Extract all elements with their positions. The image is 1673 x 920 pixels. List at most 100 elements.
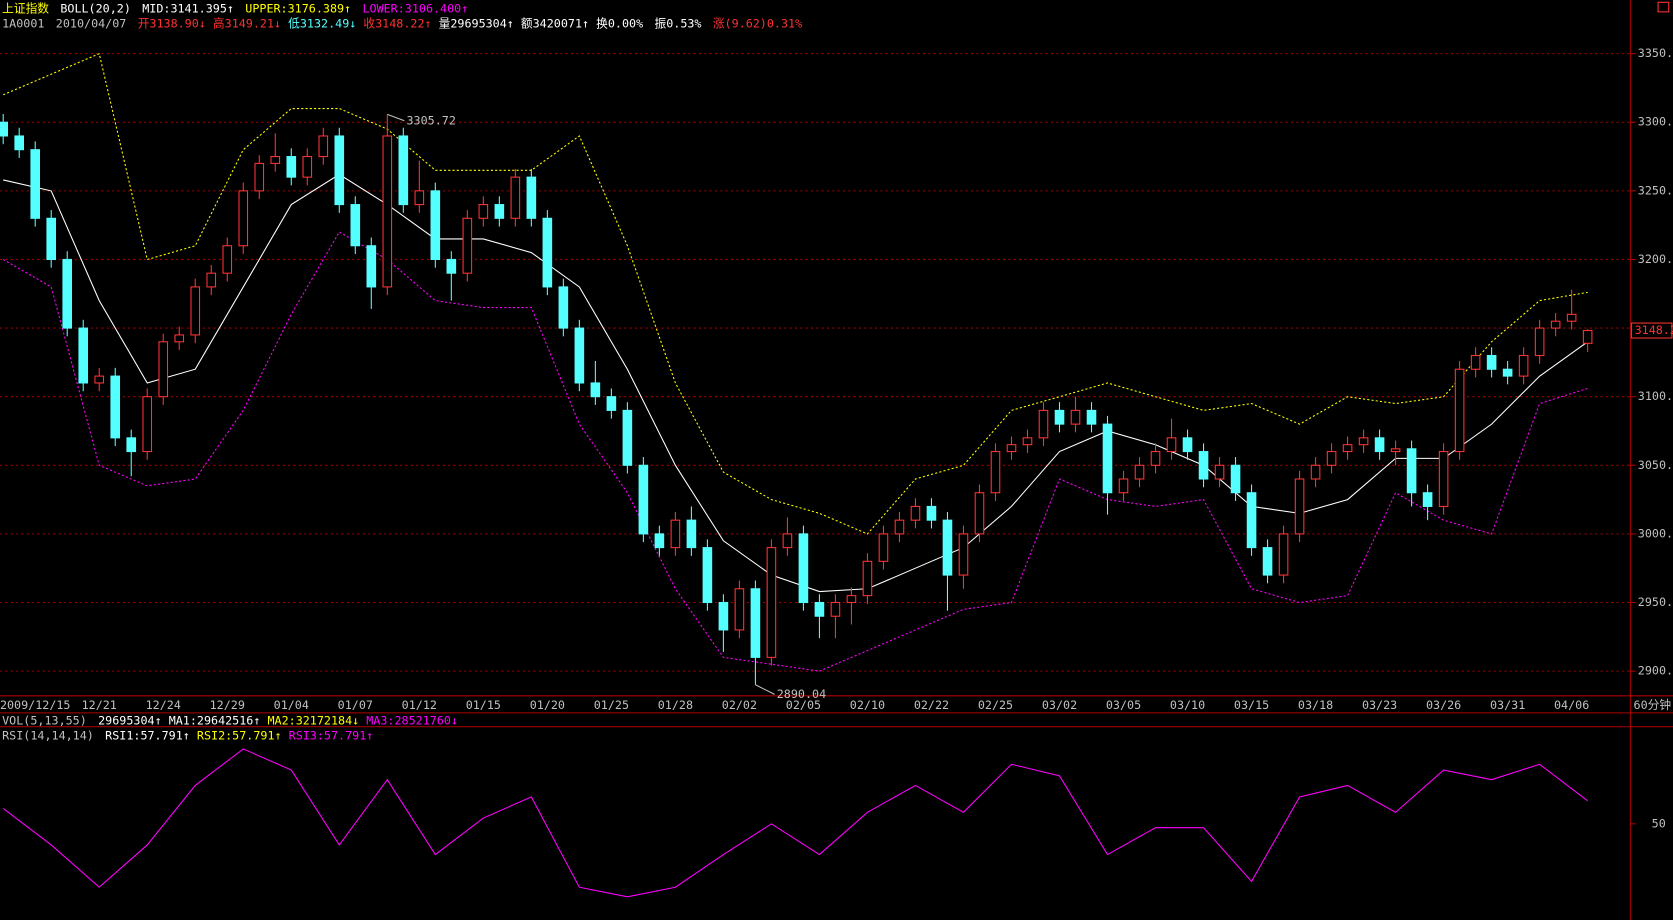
x-tick-label: 03/26	[1426, 698, 1461, 712]
candle-body	[0, 121, 9, 137]
candle-body	[62, 258, 73, 329]
x-tick-label: 12/29	[210, 698, 245, 712]
candle-body	[382, 135, 393, 288]
candle-body	[910, 505, 921, 521]
y-tick-label: 2900.00	[1638, 664, 1673, 678]
candle-body	[1246, 492, 1257, 549]
candle-body	[638, 464, 649, 535]
candle-body	[302, 156, 313, 178]
rsi-item: RSI1:57.791↑	[105, 728, 190, 742]
x-tick-label: 03/23	[1362, 698, 1397, 712]
quote-item: 高3149.21↓	[213, 16, 281, 30]
candle-body	[318, 135, 329, 158]
x-tick-label: 01/25	[594, 698, 629, 712]
candle-body	[110, 375, 121, 439]
rsi-header: RSI(14,14,14) RSI1:57.791↑ RSI2:57.791↑ …	[2, 728, 373, 742]
last-price-label: 3148.2	[1635, 323, 1673, 337]
y-tick-label: 3050.00	[1638, 458, 1673, 472]
candle-body	[1566, 313, 1577, 322]
candle-body	[1054, 409, 1065, 425]
x-tick-label: 12/21	[82, 698, 117, 712]
candle-body	[126, 437, 137, 453]
x-tick-label: 01/07	[338, 698, 373, 712]
volume-header: VOL(5,13,55) 29695304↑ MA1:29642516↑ MA2…	[2, 713, 458, 727]
candle-body	[606, 396, 617, 411]
candle-body	[702, 547, 713, 604]
volume-item: MA2:32172184↓	[267, 713, 359, 727]
y-tick-label: 3100.00	[1638, 389, 1673, 403]
candle-body	[1438, 451, 1449, 507]
candle-body	[782, 533, 793, 549]
rsi-item: RSI(14,14,14)	[2, 728, 94, 742]
x-tick-label: 03/02	[1042, 698, 1077, 712]
candle-body	[1278, 533, 1289, 576]
annotation-leader	[755, 684, 775, 695]
band-line	[2, 231, 1588, 672]
candle-body	[174, 334, 185, 343]
candle-body	[654, 533, 665, 549]
x-tick-label: 03/18	[1298, 698, 1333, 712]
candle-body	[1550, 320, 1561, 329]
quote-item: 1A0001	[2, 16, 44, 30]
candle-body	[1070, 409, 1081, 425]
quote-item: 量29695304↑	[439, 16, 514, 30]
x-tick-label: 02/05	[786, 698, 821, 712]
x-tick-label: 04/06	[1554, 698, 1589, 712]
x-tick-label: 03/10	[1170, 698, 1205, 712]
x-tick-label: 02/25	[978, 698, 1013, 712]
y-tick-label: 3000.00	[1638, 526, 1673, 540]
x-tick-label: 01/28	[658, 698, 693, 712]
volume-item: MA3:28521760↓	[366, 713, 458, 727]
x-tick-label: 01/12	[402, 698, 437, 712]
candle-body	[1038, 409, 1049, 439]
candle-body	[670, 519, 681, 549]
candle-body	[1102, 423, 1113, 494]
candle-body	[750, 588, 761, 658]
rsi-line	[2, 748, 1588, 898]
candle-body	[862, 560, 873, 597]
candle-body	[190, 286, 201, 336]
candle-body	[1486, 354, 1497, 370]
candle-body	[798, 533, 809, 604]
candle-body	[526, 176, 537, 219]
candle-body	[574, 327, 585, 384]
candle-body	[238, 190, 249, 247]
window-icon[interactable]	[1657, 1, 1670, 13]
candle-body	[1518, 354, 1529, 377]
candle-body	[430, 190, 441, 260]
candle-body	[1150, 451, 1161, 466]
candle-body	[1422, 492, 1433, 507]
candle-body	[814, 601, 825, 617]
x-tick-label: 03/31	[1490, 698, 1525, 712]
volume-item: MA1:29642516↑	[169, 713, 261, 727]
x-tick-label: 03/05	[1106, 698, 1141, 712]
candle-body	[542, 217, 553, 288]
annotation: 3305.72	[407, 113, 456, 127]
quote-item: 额3420071↑	[521, 16, 589, 30]
candle-body	[478, 204, 489, 219]
candle-body	[494, 204, 505, 219]
candle-body	[1582, 329, 1593, 344]
quote-item: 开3138.90↓	[138, 16, 206, 30]
candle-body	[1086, 409, 1097, 425]
candle-body	[158, 341, 169, 398]
rsi-item: RSI2:57.791↑	[197, 728, 282, 742]
candle-body	[398, 135, 409, 206]
candle-body	[94, 375, 105, 384]
candle-body	[1262, 547, 1273, 576]
y-tick-label: 3350.00	[1638, 46, 1673, 60]
y-tick-label: 2950.00	[1638, 595, 1673, 609]
candle-body	[30, 149, 41, 219]
candle-body	[1134, 464, 1145, 480]
header-item: MID:3141.395↑	[142, 1, 234, 15]
candle-body	[1390, 448, 1401, 453]
candle-body	[1502, 368, 1513, 377]
candle-body	[846, 595, 857, 604]
y-tick-label: 3200.00	[1638, 252, 1673, 266]
candle-body	[1326, 451, 1337, 466]
quote-item: 振0.53%	[654, 16, 701, 30]
x-tick-label: 02/22	[914, 698, 949, 712]
candle-body	[366, 245, 377, 288]
